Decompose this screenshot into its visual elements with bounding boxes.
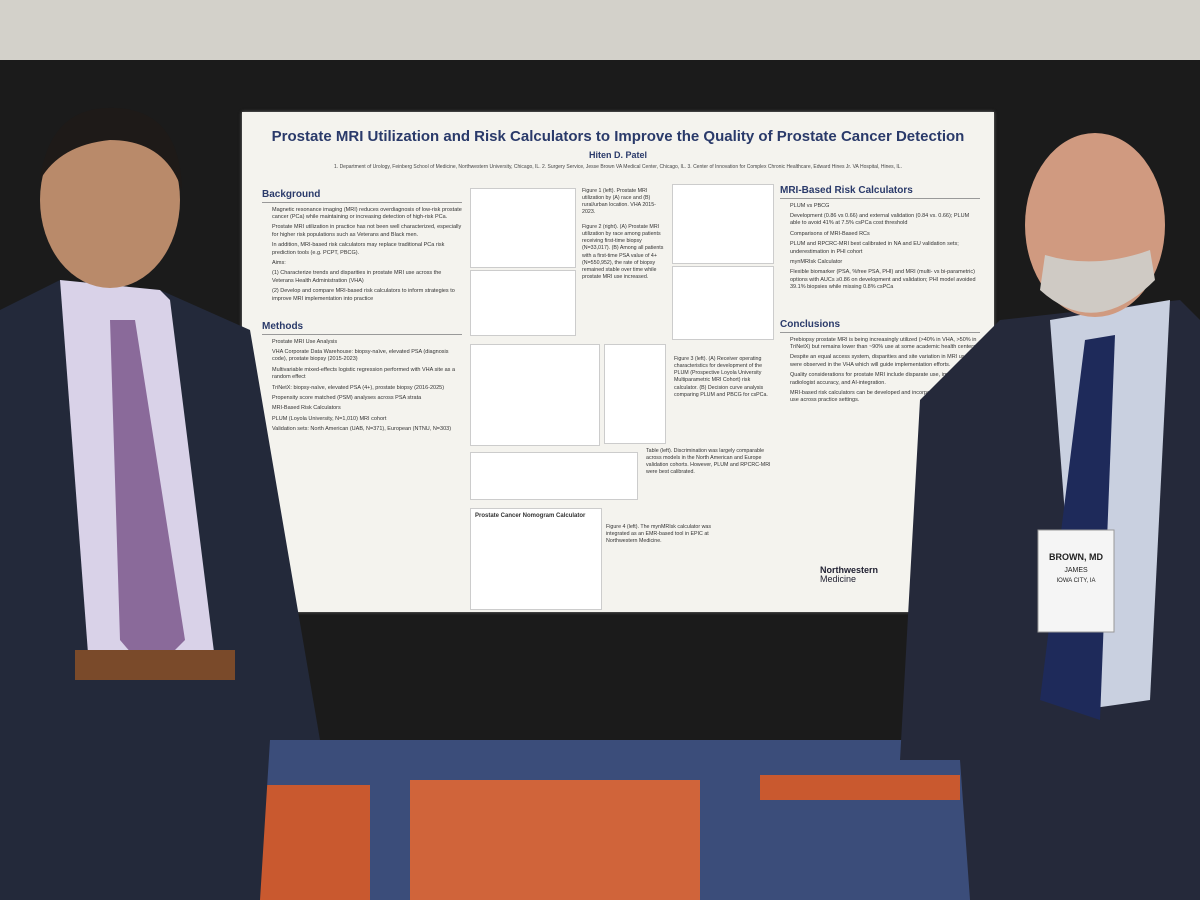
person-right (900, 133, 1200, 900)
table (470, 452, 638, 500)
section-item: Despite an equal access system, disparit… (790, 354, 968, 368)
section-item: VHA Corporate Data Warehouse: biopsy-naï… (272, 348, 449, 363)
section-item: Flexible biomarker (PSA, %free PSA, PHI)… (790, 269, 976, 291)
carpet-pattern (410, 780, 700, 900)
badge-name: BROWN, MD (1049, 552, 1103, 562)
figure (470, 270, 576, 336)
section-item: Development (0.86 vs 0.66) and external … (790, 212, 970, 227)
section-heading: Methods (262, 320, 462, 335)
figure (470, 344, 600, 446)
caption: Figure 1 (left). Prostate MRI utilizatio… (582, 188, 656, 216)
poster-affiliations: 1. Department of Urology, Feinberg Schoo… (334, 164, 902, 170)
figure (672, 266, 774, 340)
logo-line: Northwestern (820, 565, 879, 575)
wall (0, 0, 1200, 60)
section-item: Magnetic resonance imaging (MRI) reduces… (272, 206, 462, 220)
section-item: (2) Develop and compare MRI-based risk c… (272, 288, 455, 302)
carpet-pattern (760, 775, 960, 800)
section-item: Propensity score matched (PSM) analyses … (272, 395, 422, 402)
section-item: In addition, MRI-based risk calculators … (272, 242, 445, 256)
section-item: Validation sets: North American (UAB, N=… (272, 426, 452, 433)
section-item: MRI-based risk calculators can be develo… (790, 390, 977, 404)
poster-section: Methods Prostate MRI Use Analysis VHA Corp… (262, 320, 462, 437)
poster-title: Prostate MRI Utilization and Risk Calcul… (271, 128, 965, 145)
section-heading: Conclusions (780, 318, 980, 333)
poster-author: Hiten D. Patel (588, 150, 647, 160)
caption: Table (left). Discrimination was largely… (646, 448, 771, 476)
logo-line: Medicine (820, 574, 857, 584)
poster: Prostate MRI Utilization and Risk Calcul… (242, 112, 994, 612)
section-heading: MRI-Based Risk Calculators (780, 184, 980, 199)
figure (604, 344, 666, 444)
section-item: (1) Characterize trends and disparities … (272, 270, 442, 284)
section-item: mynMRIsk Calculator (790, 259, 843, 266)
caption: Figure 3 (left). (A) Receiver operating … (674, 356, 768, 398)
poster-section: MRI-Based Risk Calculators PLUM vs PBCG De… (780, 184, 980, 295)
person-left (0, 107, 320, 900)
section-item: Prostate MRI utilization in practice has… (272, 224, 462, 238)
logo: Northwestern Medicine (820, 566, 878, 584)
section-item: PLUM (Loyola University, N=1,010) MRI co… (272, 415, 387, 422)
section-item: Prebiopsy prostate MRI is being increasi… (790, 336, 978, 350)
section-item: Prostate MRI Use Analysis (272, 338, 338, 345)
badge-first-name: JAMES (1064, 567, 1088, 574)
poster-section: Conclusions Prebiopsy prostate MRI is bei… (780, 318, 980, 408)
section-item: Multivariable mixed-effects logistic reg… (272, 366, 456, 381)
calculator-screenshot: Prostate Cancer Nomogram Calculator (470, 508, 602, 610)
section-item: Quality considerations for prostate MRI … (790, 372, 980, 386)
section-item: PLUM and RPCRC-MRI best calibrated in NA… (790, 241, 959, 255)
figure (672, 184, 774, 264)
caption: Figure 4 (left). The mynMRIsk calculator… (606, 524, 711, 545)
poster-section: Background Magnetic resonance imaging (MR… (262, 188, 462, 306)
section-heading: Background (262, 188, 462, 203)
caption: Figure 2 (right). (A) Prostate MRI utili… (582, 224, 664, 280)
section-item: Aims: (272, 260, 286, 267)
figure (470, 188, 576, 268)
section-item: TriNetX: biopsy-naïve, elevated PSA (4+)… (272, 384, 445, 391)
section-item: PLUM vs PBCG (790, 202, 830, 209)
section-item: MRI-Based Risk Calculators (272, 405, 341, 412)
panel-title: Prostate Cancer Nomogram Calculator (475, 513, 586, 519)
badge-location: IOWA CITY, IA (1056, 578, 1095, 584)
section-item: Comparisons of MRI-Based RCs (790, 230, 870, 237)
